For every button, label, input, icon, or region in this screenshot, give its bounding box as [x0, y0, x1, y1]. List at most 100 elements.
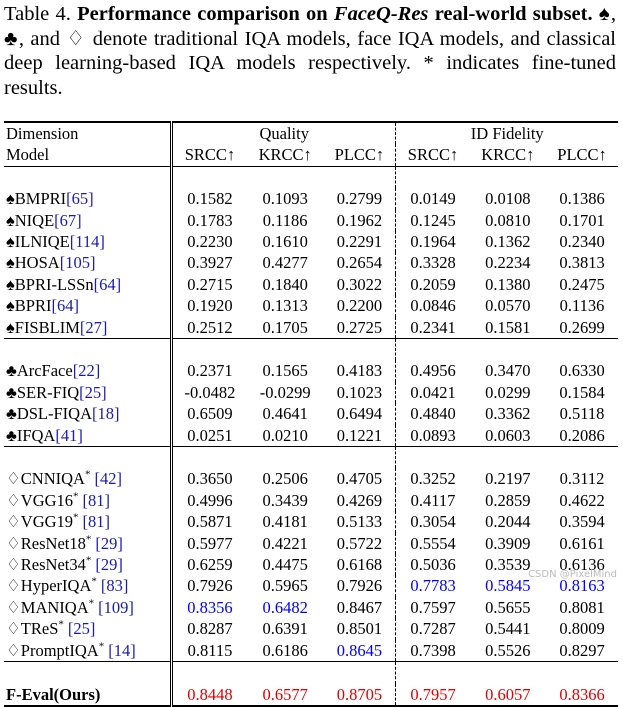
- group-gap: [4, 661, 618, 684]
- value-cell: 0.5133: [323, 511, 397, 533]
- value-cell: 0.3022: [323, 273, 397, 296]
- header-row: Model SRCC↑ KRCC↑ PLCC↑ SRCC↑ KRCC↑ PLCC↑: [4, 144, 618, 167]
- watermark: CSDN @PixelMind: [528, 569, 617, 580]
- value-cell: 0.8287: [187, 619, 233, 639]
- value-cell: 0.1610: [262, 232, 308, 252]
- value-cell: 0.0893: [410, 425, 456, 445]
- metric-header: SRCC↑: [184, 145, 236, 165]
- table-row: ♠BPRI[64] 0.1920 0.1313 0.2200 0.0846 0.0570 0…: [4, 295, 618, 317]
- value-cell: 0.8081: [559, 597, 605, 617]
- gap-cell: [246, 165, 324, 189]
- table-row: ♠HOSA[105] 0.3927 0.4277 0.2654 0.3328 0.2234…: [4, 252, 618, 274]
- model-symbol: ♠: [6, 274, 15, 294]
- table-row: ♢ResNet18* [29] 0.5977 0.4221 0.5722 0.5554 0.…: [4, 532, 618, 555]
- gap-cell: [469, 338, 547, 361]
- model-symbol: ♢: [6, 576, 21, 596]
- model-symbol: ♢: [6, 597, 21, 617]
- gap-cell: [323, 165, 397, 189]
- model-name: ResNet34: [20, 555, 86, 575]
- gap-cell: [323, 338, 397, 361]
- gap-cell: [171, 446, 247, 469]
- value-cell: 0.1581: [485, 317, 531, 337]
- citation: [83]: [100, 576, 129, 596]
- table-row: ♢PromptIQA* [14] 0.8115 0.6186 0.8645 0.7398 0…: [4, 639, 618, 662]
- citation: [25]: [79, 382, 107, 402]
- citation: [81]: [82, 512, 111, 532]
- value-cell: 0.4183: [323, 360, 397, 382]
- value-cell: 0.1186: [262, 210, 308, 230]
- value-cell: -0.0482: [184, 382, 236, 402]
- model-symbol: ♠: [6, 232, 15, 252]
- value-cell: 0.8297: [559, 640, 605, 660]
- model-cell: ♣SER-FIQ[25]: [4, 381, 173, 404]
- metric-header: KRCC↑: [481, 145, 535, 165]
- value-cell: -0.0299: [259, 382, 311, 402]
- value-cell: 0.5965: [262, 576, 308, 596]
- caption-bold: real-world subset.: [434, 3, 593, 25]
- citation: [29]: [95, 555, 123, 575]
- value-cell: 0.1582: [187, 189, 233, 209]
- table-row: ♣ArcFace[22] 0.2371 0.1565 0.4183 0.4956 0.34…: [4, 360, 618, 382]
- value-cell: 0.3594: [559, 512, 605, 532]
- value-cell: 0.1920: [187, 296, 233, 316]
- value-cell: 0.3909: [485, 533, 531, 553]
- page: {"caption": {"label": "Table 4.", "bold_…: [4, 2, 618, 707]
- model-name: FISBLIM: [14, 317, 80, 337]
- value-cell: 0.2044: [485, 512, 531, 532]
- caption: Table 4. Performance comparison on FaceQ…: [4, 2, 616, 100]
- model-name: CNNIQA: [20, 469, 85, 489]
- value-cell: 0.5655: [485, 597, 531, 617]
- table-row: ♠ILNIQE[114] 0.2230 0.1610 0.2291 0.1964 0.13…: [4, 231, 618, 253]
- value-cell: 0.3252: [410, 469, 456, 489]
- metric-header: PLCC↑: [323, 144, 397, 167]
- value-cell: 0.0570: [485, 296, 531, 316]
- model-name: BMPRI: [14, 189, 67, 209]
- table-row: ♣IFQA[41] 0.0251 0.0210 0.1221 0.0893 0.0603 0…: [4, 424, 618, 447]
- citation: [25]: [67, 619, 96, 639]
- value-cell: 0.6057: [469, 683, 547, 707]
- value-cell: 0.7783: [410, 576, 456, 596]
- value-cell: 0.6136: [559, 555, 605, 575]
- value-cell: 0.4641: [262, 404, 308, 424]
- model-symbol: ♢: [6, 619, 21, 639]
- citation: [114]: [69, 232, 105, 252]
- gap-cell: [395, 446, 470, 469]
- metric-header: KRCC↑: [258, 145, 312, 165]
- model-name: HOSA: [14, 253, 60, 273]
- model-cell: ♠NIQE[67]: [4, 209, 173, 232]
- value-cell: 0.1136: [559, 296, 605, 316]
- model-cell: ♢TReS* [25]: [4, 618, 173, 640]
- citation: [27]: [79, 317, 108, 337]
- value-cell: 0.1565: [262, 361, 308, 381]
- citation: [29]: [95, 533, 123, 553]
- header-cell: ID Fidelity: [395, 120, 618, 145]
- value-cell: 0.8009: [559, 619, 605, 639]
- value-cell: 0.1245: [410, 210, 456, 230]
- gap-cell: [469, 165, 547, 189]
- value-cell: 0.0210: [262, 425, 308, 445]
- header-cell: Model: [4, 144, 173, 167]
- value-cell: 0.4221: [262, 533, 308, 553]
- citation: [64]: [51, 296, 79, 316]
- caption-text: ♠, ♣, and ♢ denote traditional IQA model…: [4, 3, 617, 99]
- header-cell: Dimension: [4, 120, 173, 145]
- value-cell: 0.2475: [559, 274, 605, 294]
- model-name: DSL-FIQA: [16, 404, 92, 424]
- value-cell: 0.5554: [410, 533, 456, 553]
- value-cell: 0.2371: [187, 361, 233, 381]
- model-name: ArcFace: [16, 361, 73, 381]
- value-cell: 0.5722: [323, 532, 397, 555]
- model-symbol: ♢: [6, 512, 21, 532]
- value-cell: 0.6482: [262, 597, 308, 617]
- value-cell: 0.6577: [246, 683, 324, 707]
- value-cell: 0.1386: [559, 189, 605, 209]
- table-row: ♢TReS* [25] 0.8287 0.6391 0.8501 0.7287 0.5441…: [4, 618, 618, 640]
- value-cell: 0.6509: [187, 404, 233, 424]
- value-cell: 0.7398: [410, 640, 456, 660]
- value-cell: 0.8366: [546, 683, 618, 707]
- value-cell: 0.6259: [187, 555, 233, 575]
- model-symbol: ♠: [6, 317, 15, 337]
- value-cell: 0.4277: [262, 253, 308, 273]
- table-row: ♢MANIQA* [109] 0.8356 0.6482 0.8467 0.7597 0.5…: [4, 596, 618, 619]
- model-name: ILNIQE: [14, 232, 70, 252]
